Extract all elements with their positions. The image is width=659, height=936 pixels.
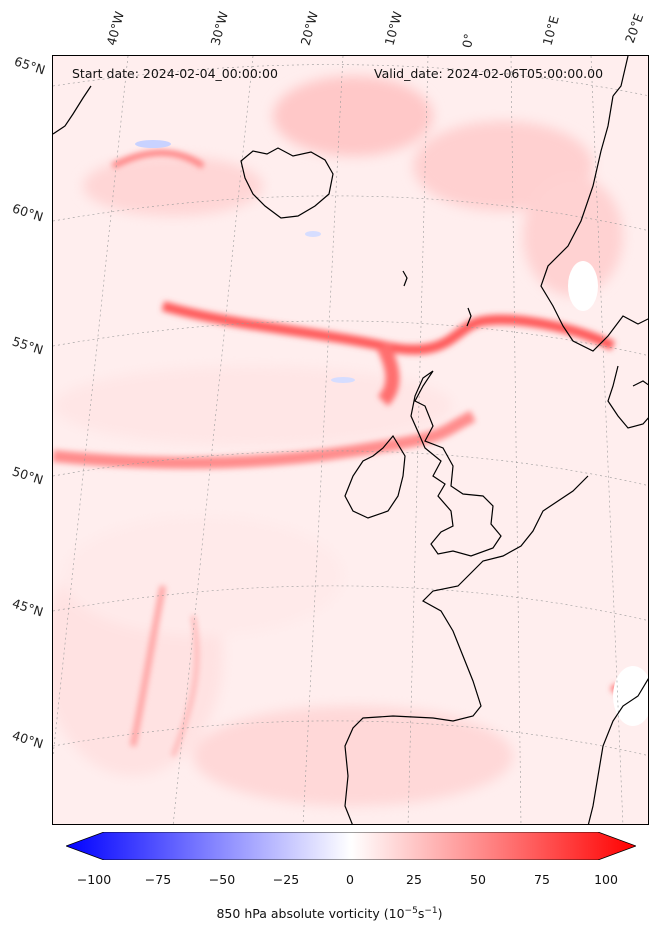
colorbar-tick: −100 (76, 872, 112, 887)
lat-label-65n: 65°N (12, 53, 48, 78)
lat-label-50n: 50°N (10, 463, 46, 488)
vorticity-map (52, 55, 649, 825)
lat-label-40n: 40°N (10, 727, 46, 752)
colorbar-tick: 100 (594, 872, 618, 887)
valid-date-label: Valid_date: 2024-02-06T05:00:00.00 (374, 66, 604, 81)
colorbar-label-prefix: 850 hPa absolute vorticity (10 (216, 906, 405, 922)
lat-label-55n: 55°N (10, 333, 46, 358)
colorbar-tick: −50 (208, 872, 236, 887)
negative-vorticity-patches (135, 140, 648, 726)
colorbar-tick: 50 (470, 872, 486, 887)
lon-label-10e: 10°E (539, 14, 562, 48)
colorbar-tick: 0 (346, 872, 354, 887)
colorbar-tick: 75 (534, 872, 550, 887)
colorbar-tick: 25 (406, 872, 422, 887)
colorbar (64, 831, 638, 864)
coastlines (53, 56, 648, 824)
lon-label-10w: 10°W (381, 9, 405, 47)
colorbar-label-suffix: ) (437, 906, 443, 922)
lon-label-0: 0° (459, 32, 477, 49)
lon-label-40w: 40°W (103, 9, 127, 47)
start-date-label: Start date: 2024-02-04_00:00:00 (72, 66, 278, 81)
colorbar-graphic (64, 831, 638, 861)
colorbar-label: 850 hPa absolute vorticity (10−5s−1) (0, 906, 659, 921)
colorbar-tick: −75 (144, 872, 172, 887)
colorbar-label-exp1: −5 (404, 906, 418, 916)
colorbar-label-exp2: −1 (424, 906, 438, 916)
lat-label-45n: 45°N (10, 595, 46, 620)
map-canvas (53, 56, 648, 824)
lat-label-60n: 60°N (10, 200, 46, 225)
colorbar-tick: −25 (272, 872, 300, 887)
graticule (53, 56, 648, 824)
lon-label-30w: 30°W (207, 9, 231, 47)
lon-label-20w: 20°W (297, 9, 321, 47)
lon-label-20e: 20°E (621, 11, 647, 45)
colorbar-label-unit: s (417, 906, 425, 922)
